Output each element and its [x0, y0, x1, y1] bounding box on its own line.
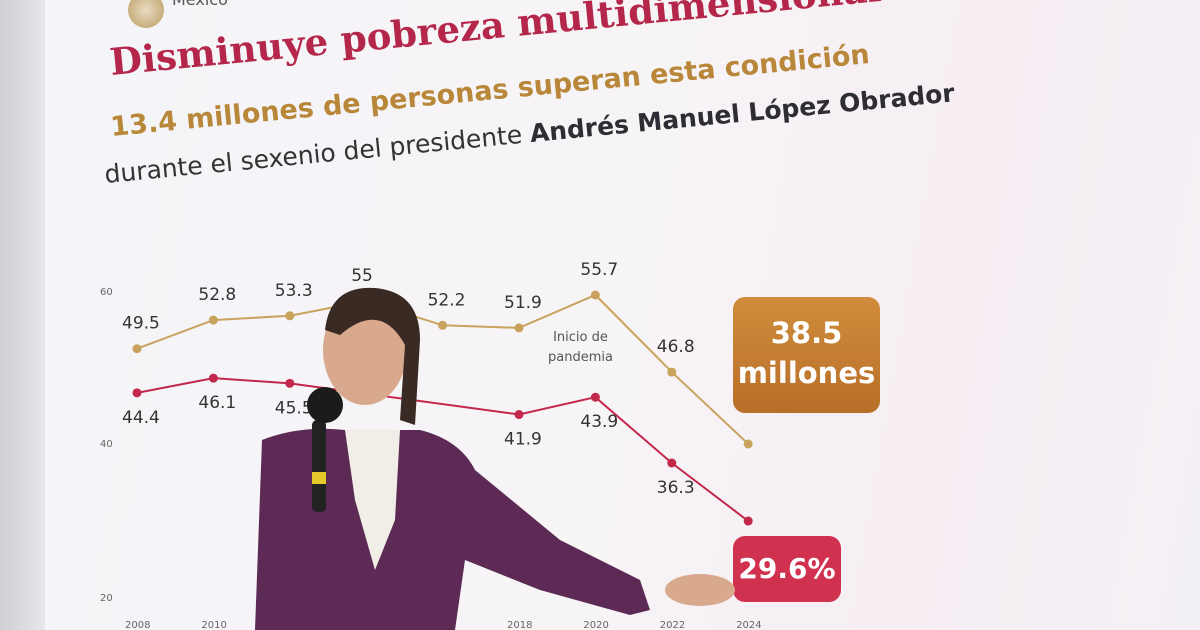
gold-callout-box: 38.5 millones	[733, 297, 880, 413]
data-label: 45.5	[275, 398, 313, 418]
screen-bezel	[0, 0, 45, 630]
data-point	[361, 296, 371, 306]
logo-text: México	[172, 0, 228, 9]
data-point	[132, 388, 142, 398]
data-label: 46.1	[198, 393, 236, 413]
data-point	[667, 458, 677, 468]
data-point	[667, 367, 677, 377]
data-point	[285, 311, 295, 321]
pandemic-annotation: Inicio de pandemia	[548, 328, 613, 368]
data-point	[514, 323, 524, 333]
data-label: 46.8	[657, 337, 695, 357]
data-point	[514, 410, 524, 420]
annotation-line1: Inicio de	[553, 330, 608, 345]
data-label: 43.9	[580, 412, 618, 432]
y-tick-label: 40	[100, 439, 113, 450]
y-tick-label: 20	[100, 593, 113, 604]
coat-of-arms-logo	[128, 0, 164, 28]
data-label: 51.9	[504, 293, 542, 313]
x-tick-label: 2024	[736, 620, 761, 630]
data-point	[208, 315, 218, 325]
annotation-line2: pandemia	[548, 350, 613, 365]
data-label: 41.9	[504, 430, 542, 450]
x-tick-label: 2010	[201, 620, 226, 630]
data-label: 49.5	[122, 314, 160, 334]
data-label: 44.4	[122, 408, 160, 428]
x-tick-label: 2012	[278, 620, 303, 630]
data-point	[438, 320, 448, 330]
data-label: 55	[351, 266, 373, 286]
data-label: 36.3	[657, 478, 695, 498]
data-point	[285, 378, 295, 388]
data-point	[132, 344, 142, 354]
gold-callout-unit: millones	[737, 356, 876, 390]
data-label: 52.2	[428, 290, 466, 310]
data-point	[590, 392, 600, 402]
x-tick-label: 2018	[507, 620, 532, 630]
data-point	[208, 373, 218, 383]
red-callout-box: 29.6%	[733, 536, 841, 602]
data-label: 52.8	[198, 285, 236, 305]
series-line	[136, 293, 749, 445]
data-point	[590, 290, 600, 300]
data-point	[743, 439, 753, 449]
data-point	[743, 516, 753, 526]
gold-callout-value: 38.5	[770, 316, 843, 350]
y-tick-label: 60	[100, 287, 113, 298]
x-tick-label: 2022	[660, 620, 685, 630]
x-tick-label: 2008	[125, 620, 150, 630]
x-tick-label: 2020	[583, 620, 608, 630]
data-label: 55.7	[580, 260, 618, 280]
data-label: 53.3	[275, 281, 313, 301]
